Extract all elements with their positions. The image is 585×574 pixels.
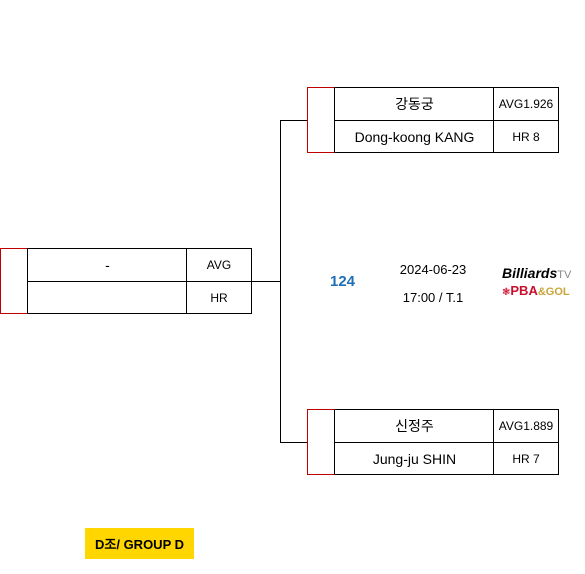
winner-name-kr: - bbox=[1, 249, 187, 281]
connector-h-left bbox=[252, 281, 280, 282]
logo-tv: TV bbox=[557, 269, 571, 281]
winner-name-en bbox=[1, 282, 187, 313]
bracket-slot-winner: - AVG HR bbox=[0, 248, 252, 314]
connector-v-spine bbox=[280, 120, 281, 442]
top-name-kr: 강동궁 bbox=[308, 88, 494, 120]
top-hr: HR 8 bbox=[494, 121, 558, 152]
top-name-en: Dong-koong KANG bbox=[308, 121, 494, 152]
red-tab bbox=[307, 87, 335, 153]
connector-h-top bbox=[280, 120, 307, 121]
logo-billiards: Billiards bbox=[502, 265, 557, 281]
match-score: 124 bbox=[330, 273, 355, 290]
red-tab bbox=[0, 248, 28, 314]
bracket-slot-top: 강동궁 AVG1.926 Dong-koong KANG HR 8 bbox=[307, 87, 559, 153]
winner-avg-label: AVG bbox=[187, 249, 251, 281]
bottom-name-kr: 신정주 bbox=[308, 410, 494, 442]
bracket-slot-bottom: 신정주 AVG1.889 Jung-ju SHIN HR 7 bbox=[307, 409, 559, 475]
bottom-hr: HR 7 bbox=[494, 443, 558, 474]
winner-hr-label: HR bbox=[187, 282, 251, 313]
top-avg: AVG1.926 bbox=[494, 88, 558, 120]
red-tab bbox=[307, 409, 335, 475]
group-label: D조/ GROUP D bbox=[85, 528, 194, 559]
logo-gold: &GOL bbox=[538, 286, 570, 298]
logo-pba: PBA bbox=[510, 283, 537, 298]
bottom-avg: AVG1.889 bbox=[494, 410, 558, 442]
bottom-name-en: Jung-ju SHIN bbox=[308, 443, 494, 474]
connector-h-bottom bbox=[280, 442, 307, 443]
match-time-table: 17:00 / T.1 bbox=[388, 290, 478, 305]
broadcast-logos: BilliardsTV ❃PBA&GOL bbox=[502, 264, 571, 299]
match-date: 2024-06-23 bbox=[388, 262, 478, 277]
